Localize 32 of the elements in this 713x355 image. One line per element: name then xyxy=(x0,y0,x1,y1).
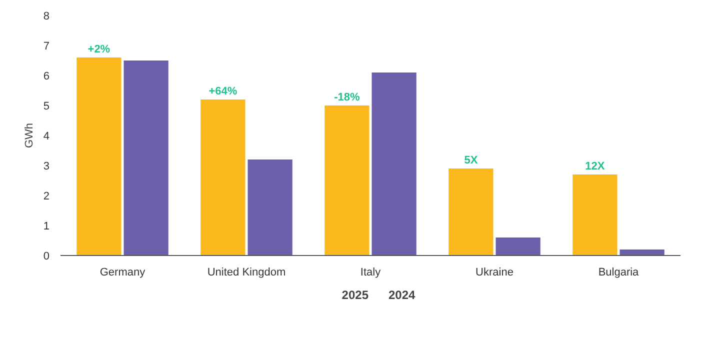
x-tick-label: Germany xyxy=(100,266,146,278)
x-tick-label: United Kingdom xyxy=(207,266,286,278)
bar xyxy=(448,168,494,256)
bar xyxy=(248,160,292,256)
y-tick-label: 7 xyxy=(43,40,50,52)
annotation: +64% xyxy=(208,86,238,98)
x-tick-label: Bulgaria xyxy=(598,266,640,278)
bar xyxy=(572,174,618,256)
annotation: -18% xyxy=(334,92,360,104)
y-tick-label: 2 xyxy=(43,190,50,202)
bar xyxy=(76,58,122,256)
bar xyxy=(620,250,664,256)
y-tick-label: 4 xyxy=(43,130,50,142)
bar xyxy=(324,106,370,256)
text: 2024 xyxy=(388,288,416,302)
annotation: +2% xyxy=(88,44,110,56)
x-tick-label: Italy xyxy=(360,266,382,278)
y-tick-label: 8 xyxy=(43,10,50,22)
annotation: 12X xyxy=(585,160,606,172)
y-tick-label: 1 xyxy=(43,220,50,232)
bar xyxy=(372,72,416,256)
text: 2025 xyxy=(342,288,368,302)
y-axis-title: GWh xyxy=(23,122,36,148)
bar xyxy=(124,60,168,256)
bar xyxy=(200,100,246,256)
y-tick-label: 3 xyxy=(43,160,50,172)
x-tick-label: Ukraine xyxy=(476,266,514,278)
y-tick-label: 5 xyxy=(43,100,50,112)
bar xyxy=(496,238,540,256)
annotation: 5X xyxy=(464,154,478,166)
y-tick-label: 0 xyxy=(43,250,50,262)
y-tick-label: 6 xyxy=(43,70,50,82)
